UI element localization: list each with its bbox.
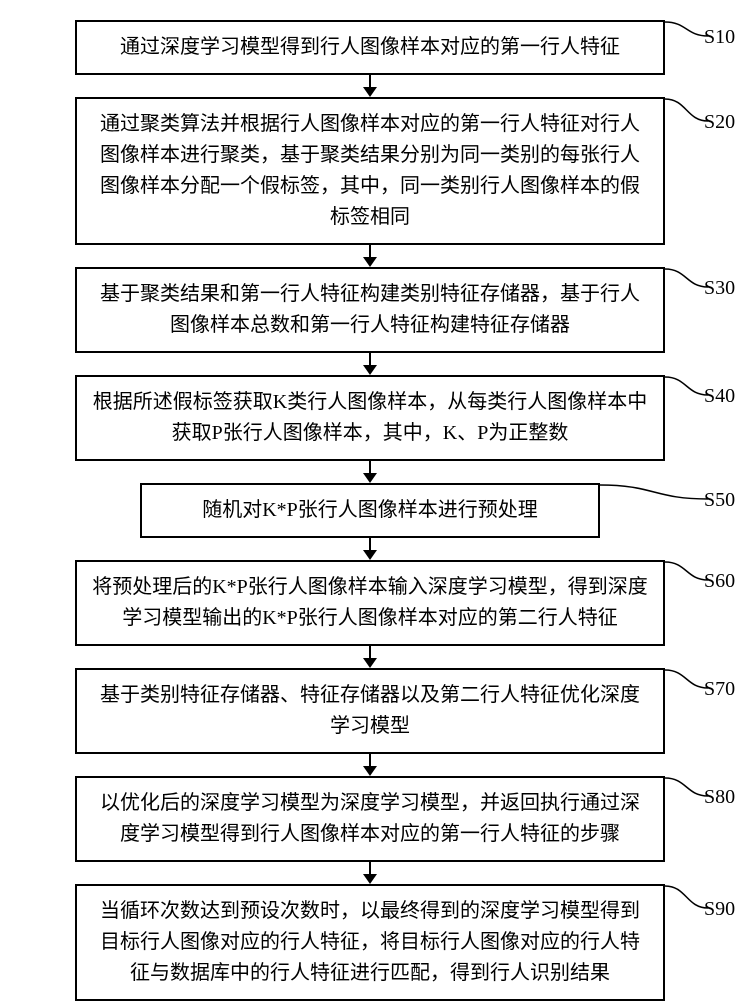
- connector-s40-to-s50: [363, 461, 377, 483]
- step-label-s60: S60: [704, 570, 735, 593]
- connector-line: [369, 75, 371, 87]
- step-label-s30: S30: [704, 277, 735, 300]
- step-box-s50: 随机对K*P张行人图像样本进行预处理: [140, 483, 600, 538]
- connector-s30-to-s40: [363, 353, 377, 375]
- step-label-s10: S10: [704, 26, 735, 49]
- step-row-s40: 根据所述假标签获取K类行人图像样本，从每类行人图像样本中获取P张行人图像样本，其…: [40, 375, 700, 461]
- step-label-s90: S90: [704, 898, 735, 921]
- connector-s60-to-s70: [363, 646, 377, 668]
- step-box-s10: 通过深度学习模型得到行人图像样本对应的第一行人特征: [75, 20, 665, 75]
- connector-line: [369, 245, 371, 257]
- connector-line: [369, 754, 371, 766]
- step-label-s20: S20: [704, 111, 735, 134]
- arrow-down-icon: [363, 87, 377, 97]
- step-box-s70: 基于类别特征存储器、特征存储器以及第二行人特征优化深度学习模型: [75, 668, 665, 754]
- arrow-down-icon: [363, 766, 377, 776]
- flowchart: 通过深度学习模型得到行人图像样本对应的第一行人特征S10 通过聚类算法并根据行人图…: [40, 20, 700, 1001]
- connector-line: [369, 461, 371, 473]
- connector-s10-to-s20: [363, 75, 377, 97]
- connector-s50-to-s60: [363, 538, 377, 560]
- step-row-s60: 将预处理后的K*P张行人图像样本输入深度学习模型，得到深度学习模型输出的K*P张…: [40, 560, 700, 646]
- connector-s20-to-s30: [363, 245, 377, 267]
- step-label-s70: S70: [704, 678, 735, 701]
- connector-s70-to-s80: [363, 754, 377, 776]
- arrow-down-icon: [363, 658, 377, 668]
- connector-s80-to-s90: [363, 862, 377, 884]
- step-row-s50: 随机对K*P张行人图像样本进行预处理S50: [40, 483, 700, 538]
- arrow-down-icon: [363, 874, 377, 884]
- step-box-s40: 根据所述假标签获取K类行人图像样本，从每类行人图像样本中获取P张行人图像样本，其…: [75, 375, 665, 461]
- arrow-down-icon: [363, 473, 377, 483]
- connector-line: [369, 646, 371, 658]
- step-box-s80: 以优化后的深度学习模型为深度学习模型，并返回执行通过深度学习模型得到行人图像样本…: [75, 776, 665, 862]
- step-label-s40: S40: [704, 385, 735, 408]
- step-row-s70: 基于类别特征存储器、特征存储器以及第二行人特征优化深度学习模型S70: [40, 668, 700, 754]
- step-row-s90: 当循环次数达到预设次数时，以最终得到的深度学习模型得到目标行人图像对应的行人特征…: [40, 884, 700, 1001]
- step-box-s60: 将预处理后的K*P张行人图像样本输入深度学习模型，得到深度学习模型输出的K*P张…: [75, 560, 665, 646]
- step-row-s30: 基于聚类结果和第一行人特征构建类别特征存储器，基于行人图像样本总数和第一行人特征…: [40, 267, 700, 353]
- connector-line: [369, 538, 371, 550]
- arrow-down-icon: [363, 550, 377, 560]
- step-row-s80: 以优化后的深度学习模型为深度学习模型，并返回执行通过深度学习模型得到行人图像样本…: [40, 776, 700, 862]
- step-row-s20: 通过聚类算法并根据行人图像样本对应的第一行人特征对行人图像样本进行聚类，基于聚类…: [40, 97, 700, 245]
- step-label-s80: S80: [704, 786, 735, 809]
- step-label-s50: S50: [704, 489, 735, 512]
- arrow-down-icon: [363, 257, 377, 267]
- connector-line: [369, 862, 371, 874]
- arrow-down-icon: [363, 365, 377, 375]
- step-box-s90: 当循环次数达到预设次数时，以最终得到的深度学习模型得到目标行人图像对应的行人特征…: [75, 884, 665, 1001]
- step-box-s20: 通过聚类算法并根据行人图像样本对应的第一行人特征对行人图像样本进行聚类，基于聚类…: [75, 97, 665, 245]
- step-row-s10: 通过深度学习模型得到行人图像样本对应的第一行人特征S10: [40, 20, 700, 75]
- connector-line: [369, 353, 371, 365]
- step-box-s30: 基于聚类结果和第一行人特征构建类别特征存储器，基于行人图像样本总数和第一行人特征…: [75, 267, 665, 353]
